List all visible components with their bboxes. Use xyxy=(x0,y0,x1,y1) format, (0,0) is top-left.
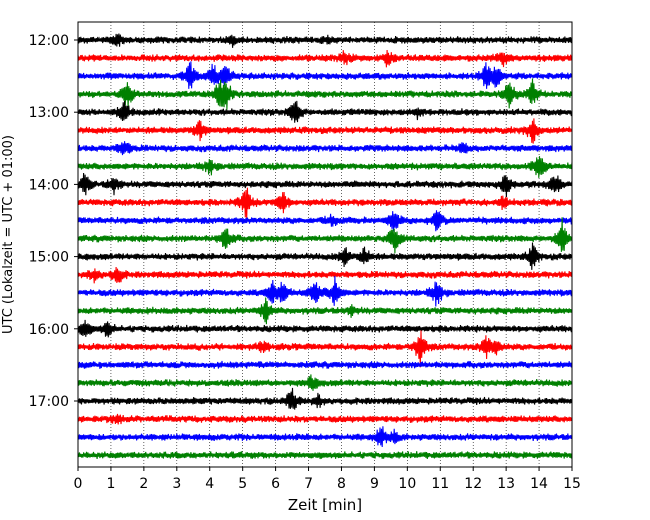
seismogram-trace xyxy=(77,172,573,198)
seismogram-trace xyxy=(77,330,573,368)
seismogram-trace xyxy=(77,242,573,270)
x-tick-label: 2 xyxy=(139,476,148,492)
seismogram-trace xyxy=(77,187,573,220)
traces xyxy=(77,33,573,460)
x-tick-label: 6 xyxy=(271,476,280,492)
seismogram-trace xyxy=(77,210,573,232)
seismogram-trace xyxy=(77,275,573,307)
x-tick-label: 9 xyxy=(370,476,379,492)
y-tick-label: 13:00 xyxy=(29,105,69,121)
seismogram-trace xyxy=(77,33,573,48)
seismogram-trace xyxy=(77,156,573,178)
y-tick-label: 15:00 xyxy=(29,250,69,266)
seismogram-trace xyxy=(77,374,573,391)
seismogram-trace xyxy=(77,297,573,325)
seismogram-trace xyxy=(77,141,573,156)
seismogram-trace xyxy=(77,49,573,68)
seismogram-trace xyxy=(77,360,573,369)
y-tick-label: 14:00 xyxy=(29,177,69,193)
y-tick-label: 17:00 xyxy=(29,394,69,410)
seismogram-trace xyxy=(77,61,573,89)
seismogram-trace xyxy=(77,100,573,123)
seismogram-trace xyxy=(77,451,573,460)
x-tick-label: 1 xyxy=(106,476,115,492)
x-tick-label: 15 xyxy=(563,476,581,492)
x-tick-label: 8 xyxy=(337,476,346,492)
x-tick-label: 0 xyxy=(74,476,83,492)
y-tick-label: 12:00 xyxy=(29,33,69,49)
x-tick-label: 3 xyxy=(172,476,181,492)
x-tick-label: 14 xyxy=(530,476,548,492)
x-tick-label: 10 xyxy=(398,476,416,492)
y-axis: 12:00 13:00 14:00 15:00 16:00 17:00 xyxy=(29,33,78,410)
y-tick-label: 16:00 xyxy=(29,322,69,338)
x-tick-label: 5 xyxy=(238,476,247,492)
x-axis: 0 1 2 3 4 5 6 7 8 9 10 11 12 13 14 15 xyxy=(74,467,581,492)
seismogram-trace xyxy=(77,217,573,254)
y-axis-label: UTC (Lokalzeit = UTC + 01:00) xyxy=(1,135,16,334)
x-tick-label: 13 xyxy=(497,476,515,492)
seismogram-trace xyxy=(77,426,573,448)
x-tick-label: 4 xyxy=(205,476,214,492)
plot-frame xyxy=(77,21,573,468)
seismogram-trace xyxy=(77,319,573,338)
seismogram-trace xyxy=(77,387,573,410)
x-tick-label: 7 xyxy=(304,476,313,492)
seismogram-trace xyxy=(77,413,573,425)
seismogram-trace xyxy=(77,266,573,284)
x-axis-label: Zeit [min] xyxy=(288,496,362,514)
grid xyxy=(110,22,540,467)
seismogram-trace xyxy=(77,118,573,144)
seismogram-trace xyxy=(77,78,573,110)
x-tick-label: 11 xyxy=(431,476,449,492)
x-tick-label: 12 xyxy=(464,476,482,492)
